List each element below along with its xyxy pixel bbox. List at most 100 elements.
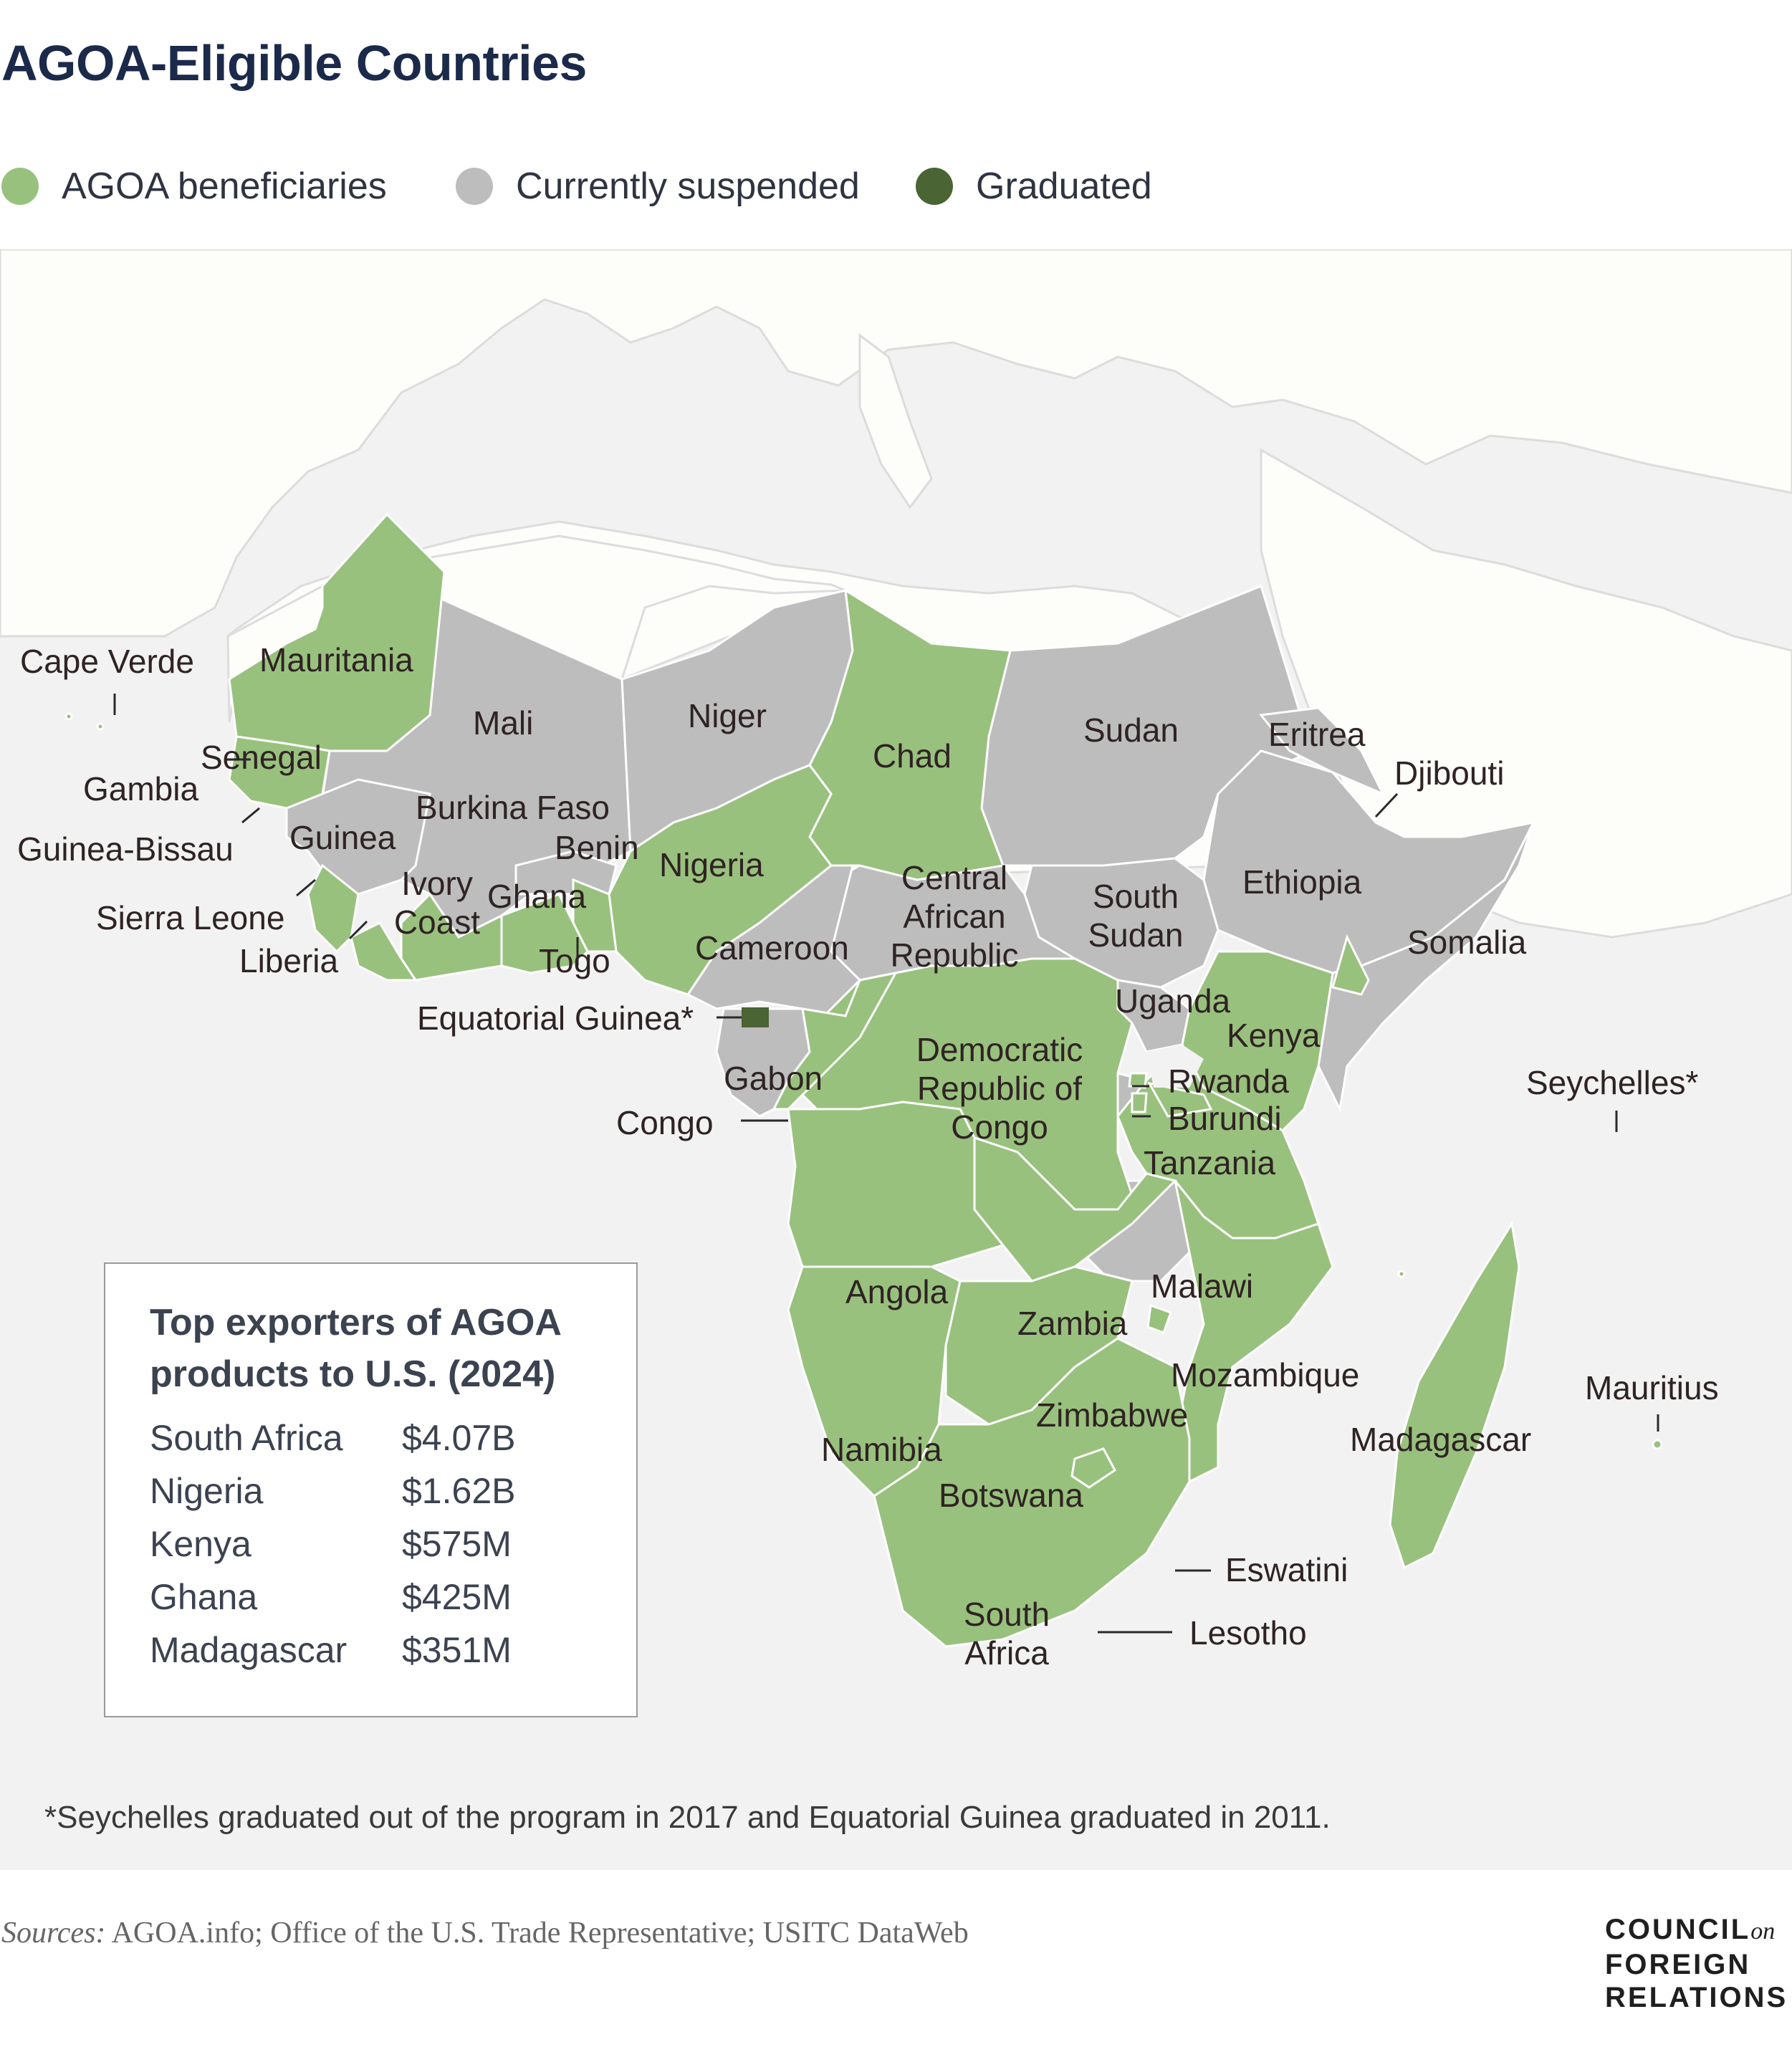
label-mozambique: Mozambique (1171, 1356, 1360, 1394)
inset-country: Madagascar (150, 1630, 348, 1670)
label-rwanda: Rwanda (1168, 1063, 1289, 1100)
label-congo: Congo (616, 1104, 714, 1141)
label-benin: Benin (555, 829, 639, 866)
africa-map: Cape Verde Mauritania Mali Niger Chad Su… (0, 249, 1792, 1870)
italy (858, 333, 933, 509)
label-mauritania: Mauritania (259, 641, 413, 679)
seychelles-dot (1397, 1270, 1406, 1278)
label-namibia: Namibia (821, 1431, 942, 1468)
label-burkina-faso: Burkina Faso (416, 789, 610, 826)
suspended-countries (285, 585, 1535, 1282)
inset-country: South Africa (150, 1418, 343, 1458)
label-gabon: Gabon (724, 1060, 823, 1097)
map-canvas (0, 249, 1792, 1648)
label-south-sudan: South Sudan (1088, 878, 1184, 954)
label-uganda: Uganda (1115, 982, 1231, 1020)
eswatini-shape (1146, 1303, 1172, 1334)
page-title: AGOA-Eligible Countries (1, 35, 587, 91)
label-malawi: Malawi (1151, 1267, 1254, 1305)
label-south-africa: South Africa (963, 1596, 1050, 1672)
label-tanzania: Tanzania (1144, 1144, 1276, 1181)
legend-swatch-beneficiaries (1, 168, 39, 205)
sierra-leone-shape (307, 863, 360, 954)
label-botswana: Botswana (939, 1477, 1084, 1514)
ghana-shape (500, 893, 589, 974)
label-drc: Democratic Republic of Congo (916, 1031, 1083, 1146)
label-eswatini: Eswatini (1225, 1551, 1348, 1588)
congo-shape (772, 971, 898, 1111)
lake-victoria (1146, 1045, 1204, 1088)
legend-label-suspended: Currently suspended (516, 166, 860, 207)
label-cape-verde: Cape Verde (20, 643, 194, 680)
label-ethiopia: Ethiopia (1242, 863, 1362, 901)
label-ivory-coast: Ivory Coast (393, 865, 481, 941)
logo-line-1: COUNCILon (1605, 1913, 1791, 1948)
label-senegal: Senegal (201, 739, 322, 776)
inset-country: Nigeria (150, 1471, 264, 1511)
sources-label: Sources: (1, 1917, 106, 1950)
label-eritrea: Eritrea (1268, 716, 1366, 753)
inset-country: Ghana (150, 1577, 258, 1617)
cape-verde-dot-2 (96, 722, 105, 731)
inset-value: $4.07B (402, 1418, 516, 1458)
label-lesotho: Lesotho (1189, 1614, 1307, 1651)
benin-shape (572, 878, 618, 953)
inset-value: $575M (402, 1524, 512, 1564)
sources-text: AGOA.info; Office of the U.S. Trade Repr… (111, 1917, 969, 1950)
senegal-shape (228, 735, 331, 810)
liberia-shape (350, 921, 418, 982)
legend-label-beneficiaries: AGOA beneficiaries (62, 166, 387, 207)
label-guinea: Guinea (289, 819, 396, 856)
label-djibouti: Djibouti (1394, 754, 1505, 792)
djibouti-shape (1331, 934, 1370, 996)
legend-label-graduated: Graduated (976, 166, 1152, 207)
label-angola: Angola (845, 1273, 949, 1310)
label-somalia: Somalia (1407, 924, 1527, 961)
label-ghana: Ghana (487, 878, 587, 915)
equatorial-guinea-shape (742, 1007, 769, 1027)
mauritius-shape (1652, 1439, 1663, 1450)
mozambique-shape (1174, 1180, 1334, 1484)
label-central-african-republic: Central African Republic (890, 859, 1019, 974)
lesotho-shape (1070, 1447, 1116, 1489)
label-burundi: Burundi (1168, 1100, 1282, 1137)
label-chad: Chad (873, 737, 952, 775)
somalia-shape (1317, 822, 1535, 1113)
inset-value: $425M (402, 1577, 512, 1617)
legend-swatch-graduated (916, 168, 953, 205)
label-zimbabwe: Zimbabwe (1036, 1396, 1189, 1434)
label-madagascar: Madagascar (1350, 1421, 1532, 1458)
logo-line-2: FOREIGN (1605, 1949, 1751, 1980)
legend-swatch-suspended (456, 168, 493, 205)
beneficiary-countries (64, 512, 1663, 1648)
cfr-logo: COUNCILon FOREIGN RELATIONS (1605, 1913, 1791, 2014)
legend-item-graduated: Graduated (916, 165, 1152, 208)
label-cameroon: Cameroon (695, 929, 849, 967)
burundi-shape (1131, 1092, 1148, 1113)
label-liberia: Liberia (239, 942, 339, 979)
nigeria-shape (608, 764, 833, 996)
label-kenya: Kenya (1227, 1017, 1321, 1054)
logo-on: on (1750, 1918, 1776, 1945)
label-niger: Niger (688, 697, 767, 734)
label-sudan: Sudan (1083, 711, 1179, 749)
logo-council: COUNCIL (1605, 1914, 1751, 1945)
label-sierra-leone: Sierra Leone (96, 899, 285, 936)
inset-country: Kenya (150, 1524, 251, 1564)
sources: Sources: AGOA.info; Office of the U.S. T… (1, 1916, 969, 1950)
legend-item-suspended: Currently suspended (456, 165, 860, 208)
chad-shape (808, 588, 1012, 881)
inset-value: $1.62B (402, 1471, 516, 1511)
label-mali: Mali (473, 704, 534, 742)
top-exporters-inset: Top exporters of AGOA products to U.S. (… (104, 1262, 638, 1717)
legend-item-beneficiaries: AGOA beneficiaries (1, 165, 387, 208)
label-mauritius: Mauritius (1585, 1369, 1719, 1406)
label-togo: Togo (539, 942, 610, 979)
rwanda-shape (1128, 1072, 1148, 1089)
eritrea-shape (1259, 706, 1386, 796)
europe (0, 249, 1792, 638)
inset-title: Top exporters of AGOA products to U.S. (… (150, 1302, 560, 1395)
label-leader-lines (113, 694, 1659, 1634)
madagascar-shape (1389, 1220, 1520, 1570)
label-zambia: Zambia (1017, 1305, 1128, 1342)
